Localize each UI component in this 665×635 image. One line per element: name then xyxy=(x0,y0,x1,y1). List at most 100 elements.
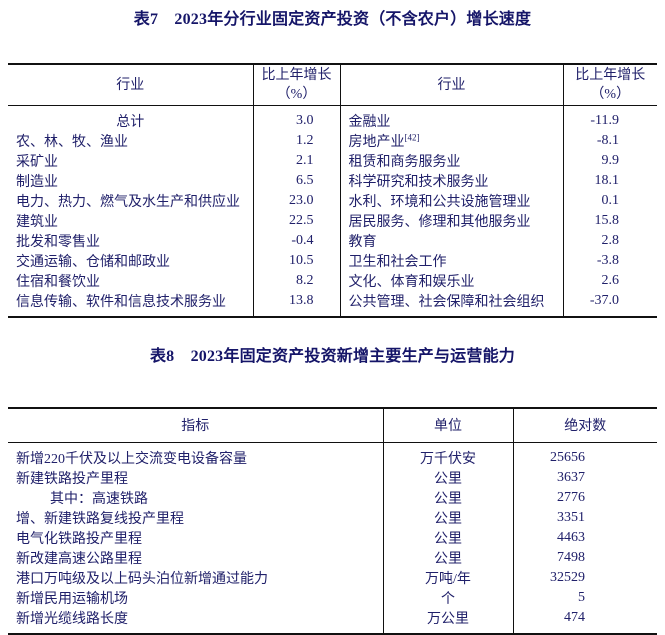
table7-header: 行业 比上年增长 （%） 行业 比上年增长 （%） xyxy=(8,64,657,106)
table7-header-growth-right: 比上年增长 （%） xyxy=(562,64,657,106)
table7-header-industry-right: 行业 xyxy=(339,64,563,106)
unit-value: 公里 xyxy=(382,547,513,568)
table7-row: 总计 3.0 金融业 -11.9 xyxy=(8,105,657,131)
industry-label: 房地产业[42] xyxy=(339,131,563,151)
growth-value: 10.5 xyxy=(252,251,340,271)
growth-value: -0.4 xyxy=(252,231,340,251)
growth-value: 18.1 xyxy=(562,171,657,191)
industry-label: 文化、体育和娱乐业 xyxy=(339,271,563,291)
industry-label: 农、林、牧、渔业 xyxy=(16,135,128,150)
absolute-value: 474 xyxy=(512,607,657,634)
industry-label: 信息传输、软件和信息技术服务业 xyxy=(16,295,226,310)
table8-header-absolute: 绝对数 xyxy=(512,408,657,443)
indicator-label: 电气化铁路投产里程 xyxy=(16,531,142,547)
table7-row: 住宿和餐饮业 8.2 文化、体育和娱乐业 2.6 xyxy=(8,271,657,291)
absolute-value: 3351 xyxy=(512,507,657,528)
growth-value: -11.9 xyxy=(562,105,657,131)
growth-value: 2.6 xyxy=(562,271,657,291)
table7-row: 制造业 6.5 科学研究和技术服务业 18.1 xyxy=(8,171,657,191)
unit-value: 个 xyxy=(382,587,513,608)
table7-title: 表7 2023年分行业固定资产投资（不含农户）增长速度 xyxy=(133,11,532,28)
growth-value: 2.8 xyxy=(562,231,657,251)
industry-label: 水利、环境和公共设施管理业 xyxy=(339,191,563,211)
table7-header-industry-left: 行业 xyxy=(8,64,253,106)
unit-value: 万吨/年 xyxy=(382,567,513,588)
table8: 指标 单位 绝对数 新增220千伏及以上交流变电设备容量 万千伏安 25656 新建铁… xyxy=(8,407,657,635)
growth-value: -3.8 xyxy=(562,251,657,271)
absolute-value: 7498 xyxy=(512,547,657,568)
growth-value: 1.2 xyxy=(252,131,340,151)
table7: 行业 比上年增长 （%） 行业 比上年增长 （%） 总计 3.0 金融业 -11.9 农… xyxy=(8,63,657,318)
industry-label: 租赁和商务服务业 xyxy=(339,151,563,171)
table8-row: 电气化铁路投产里程 公里 4463 xyxy=(8,527,657,548)
growth-value: 9.9 xyxy=(562,151,657,171)
table8-row: 新建铁路投产里程 公里 3637 xyxy=(8,467,657,488)
industry-label: 批发和零售业 xyxy=(16,235,100,250)
table7-body: 总计 3.0 金融业 -11.9 农、林、牧、渔业 1.2 房地产业[42] -8.1 采矿业 2… xyxy=(8,105,657,317)
growth-header-line2: （%） xyxy=(590,87,631,102)
table7-row: 批发和零售业 -0.4 教育 2.8 xyxy=(8,231,657,251)
table7-header-growth-left: 比上年增长 （%） xyxy=(252,64,340,106)
industry-label: 住宿和餐饮业 xyxy=(16,275,100,290)
indicator-label: 增、新建铁路复线投产里程 xyxy=(16,511,184,527)
absolute-value: 5 xyxy=(512,587,657,608)
absolute-value: 32529 xyxy=(512,567,657,588)
indicator-label: 新建铁路投产里程 xyxy=(16,471,128,487)
unit-value: 万千伏安 xyxy=(382,442,513,468)
industry-label: 总计 xyxy=(116,115,145,130)
table8-header-indicator: 指标 xyxy=(8,408,383,443)
growth-value: 8.2 xyxy=(252,271,340,291)
indicator-label: 新增220千伏及以上交流变电设备容量 xyxy=(16,451,247,467)
industry-label: 居民服务、修理和其他服务业 xyxy=(339,211,563,231)
table7-row: 建筑业 22.5 居民服务、修理和其他服务业 15.8 xyxy=(8,211,657,231)
growth-value: 0.1 xyxy=(562,191,657,211)
growth-header-line1: 比上年增长 xyxy=(261,68,332,83)
table8-row: 新改建高速公路里程 公里 7498 xyxy=(8,547,657,568)
growth-header-line2: （%） xyxy=(276,87,317,102)
absolute-value: 4463 xyxy=(512,527,657,548)
growth-value: 2.1 xyxy=(252,151,340,171)
table8-header-unit: 单位 xyxy=(382,408,513,443)
industry-label: 公共管理、社会保障和社会组织 xyxy=(339,291,563,317)
table8-title: 表8 2023年固定资产投资新增主要生产与运营能力 xyxy=(149,348,515,365)
table8-row: 新增220千伏及以上交流变电设备容量 万千伏安 25656 xyxy=(8,442,657,468)
unit-value: 公里 xyxy=(382,467,513,488)
table8-row: 新增光缆线路长度 万公里 474 xyxy=(8,607,657,634)
industry-label: 电力、热力、燃气及水生产和供应业 xyxy=(16,195,240,210)
absolute-value: 3637 xyxy=(512,467,657,488)
table7-row: 交通运输、仓储和邮政业 10.5 卫生和社会工作 -3.8 xyxy=(8,251,657,271)
table7-row: 信息传输、软件和信息技术服务业 13.8 公共管理、社会保障和社会组织 -37.0 xyxy=(8,291,657,317)
growth-value: 15.8 xyxy=(562,211,657,231)
indicator-label: 新改建高速公路里程 xyxy=(16,551,142,567)
industry-label: 建筑业 xyxy=(16,215,58,230)
growth-value: -37.0 xyxy=(562,291,657,317)
unit-value: 万公里 xyxy=(382,607,513,634)
industry-label: 采矿业 xyxy=(16,155,58,170)
industry-label: 金融业 xyxy=(339,105,563,131)
table8-body: 新增220千伏及以上交流变电设备容量 万千伏安 25656 新建铁路投产里程 公里 363… xyxy=(8,442,657,634)
growth-header-line1: 比上年增长 xyxy=(575,68,646,83)
unit-value: 公里 xyxy=(382,487,513,508)
table8-header-row: 指标 单位 绝对数 xyxy=(8,408,657,443)
unit-value: 公里 xyxy=(382,527,513,548)
growth-value: 6.5 xyxy=(252,171,340,191)
industry-label: 交通运输、仓储和邮政业 xyxy=(16,255,170,270)
table8-row: 新增民用运输机场 个 5 xyxy=(8,587,657,608)
growth-value: 3.0 xyxy=(252,105,340,131)
table7-row: 电力、热力、燃气及水生产和供应业 23.0 水利、环境和公共设施管理业 0.1 xyxy=(8,191,657,211)
table8-row: 增、新建铁路复线投产里程 公里 3351 xyxy=(8,507,657,528)
growth-value: 22.5 xyxy=(252,211,340,231)
growth-value: 13.8 xyxy=(252,291,340,317)
table7-header-row: 行业 比上年增长 （%） 行业 比上年增长 （%） xyxy=(8,64,657,106)
industry-label: 卫生和社会工作 xyxy=(339,251,563,271)
absolute-value: 25656 xyxy=(512,442,657,468)
table7-row: 农、林、牧、渔业 1.2 房地产业[42] -8.1 xyxy=(8,131,657,151)
industry-label: 教育 xyxy=(339,231,563,251)
industry-label: 科学研究和技术服务业 xyxy=(339,171,563,191)
indicator-label: 新增光缆线路长度 xyxy=(16,611,128,627)
indicator-label: 其中：高速铁路 xyxy=(50,491,148,507)
table8-header: 指标 单位 绝对数 xyxy=(8,408,657,443)
growth-value: 23.0 xyxy=(252,191,340,211)
table7-row: 采矿业 2.1 租赁和商务服务业 9.9 xyxy=(8,151,657,171)
growth-value: -8.1 xyxy=(562,131,657,151)
